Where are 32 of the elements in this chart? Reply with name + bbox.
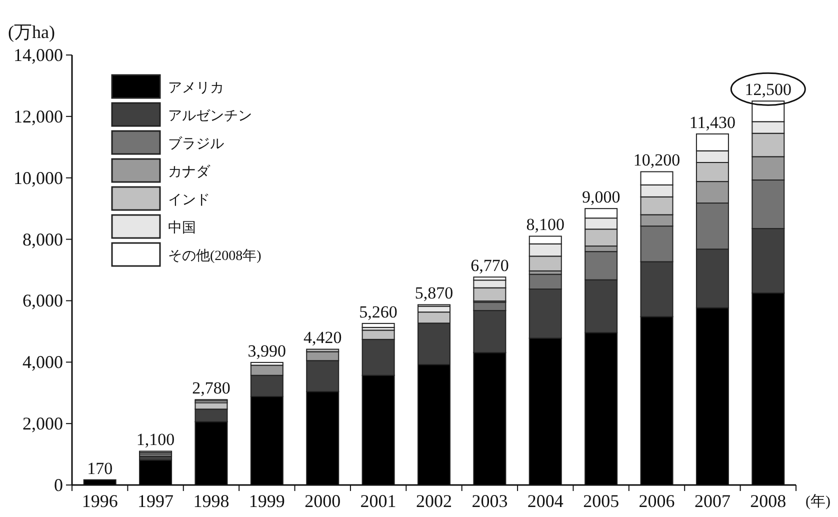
y-axis-title: (万ha)	[8, 22, 55, 42]
x-tick-label: 2008	[750, 491, 786, 511]
legend-label: その他(2008年)	[168, 248, 262, 264]
legend-label: カナダ	[168, 164, 211, 180]
y-tick-label: 2,000	[22, 414, 63, 434]
x-tick-label: 2006	[638, 491, 675, 511]
y-tick-label: 0	[54, 475, 63, 495]
x-tick-label: 2005	[583, 491, 620, 511]
legend-label: 中国	[168, 220, 196, 236]
x-tick-label: 2003	[472, 491, 508, 511]
y-tick-label: 6,000	[22, 290, 63, 311]
bar	[362, 322, 395, 328]
x-tick-label: 2001	[360, 491, 396, 511]
x-tick-label: 1998	[193, 491, 230, 511]
legend-label: アメリカ	[168, 81, 224, 96]
x-tick-label: 1997	[138, 491, 174, 511]
x-tick-label: 2004	[527, 491, 564, 511]
legend-label: インド	[168, 193, 210, 208]
legend-label: アルゼンチン	[168, 109, 252, 124]
y-tick-label: 4,000	[22, 352, 63, 372]
x-axis-title: (年)	[806, 493, 830, 510]
x-tick-label: 1999	[248, 491, 285, 511]
y-tick-label: 14,000	[14, 45, 63, 65]
y-tick-label: 8,000	[22, 229, 63, 250]
y-tick-label: 12,000	[14, 106, 63, 126]
y-tick-label: 10,000	[14, 168, 63, 188]
x-tick-label: 2002	[416, 491, 452, 511]
x-tick-label: 1996	[82, 491, 118, 511]
x-tick-label: 2000	[304, 491, 341, 511]
x-tick-label: 2007	[694, 491, 730, 511]
bar	[139, 460, 172, 486]
legend-label: ブラジル	[168, 136, 224, 152]
